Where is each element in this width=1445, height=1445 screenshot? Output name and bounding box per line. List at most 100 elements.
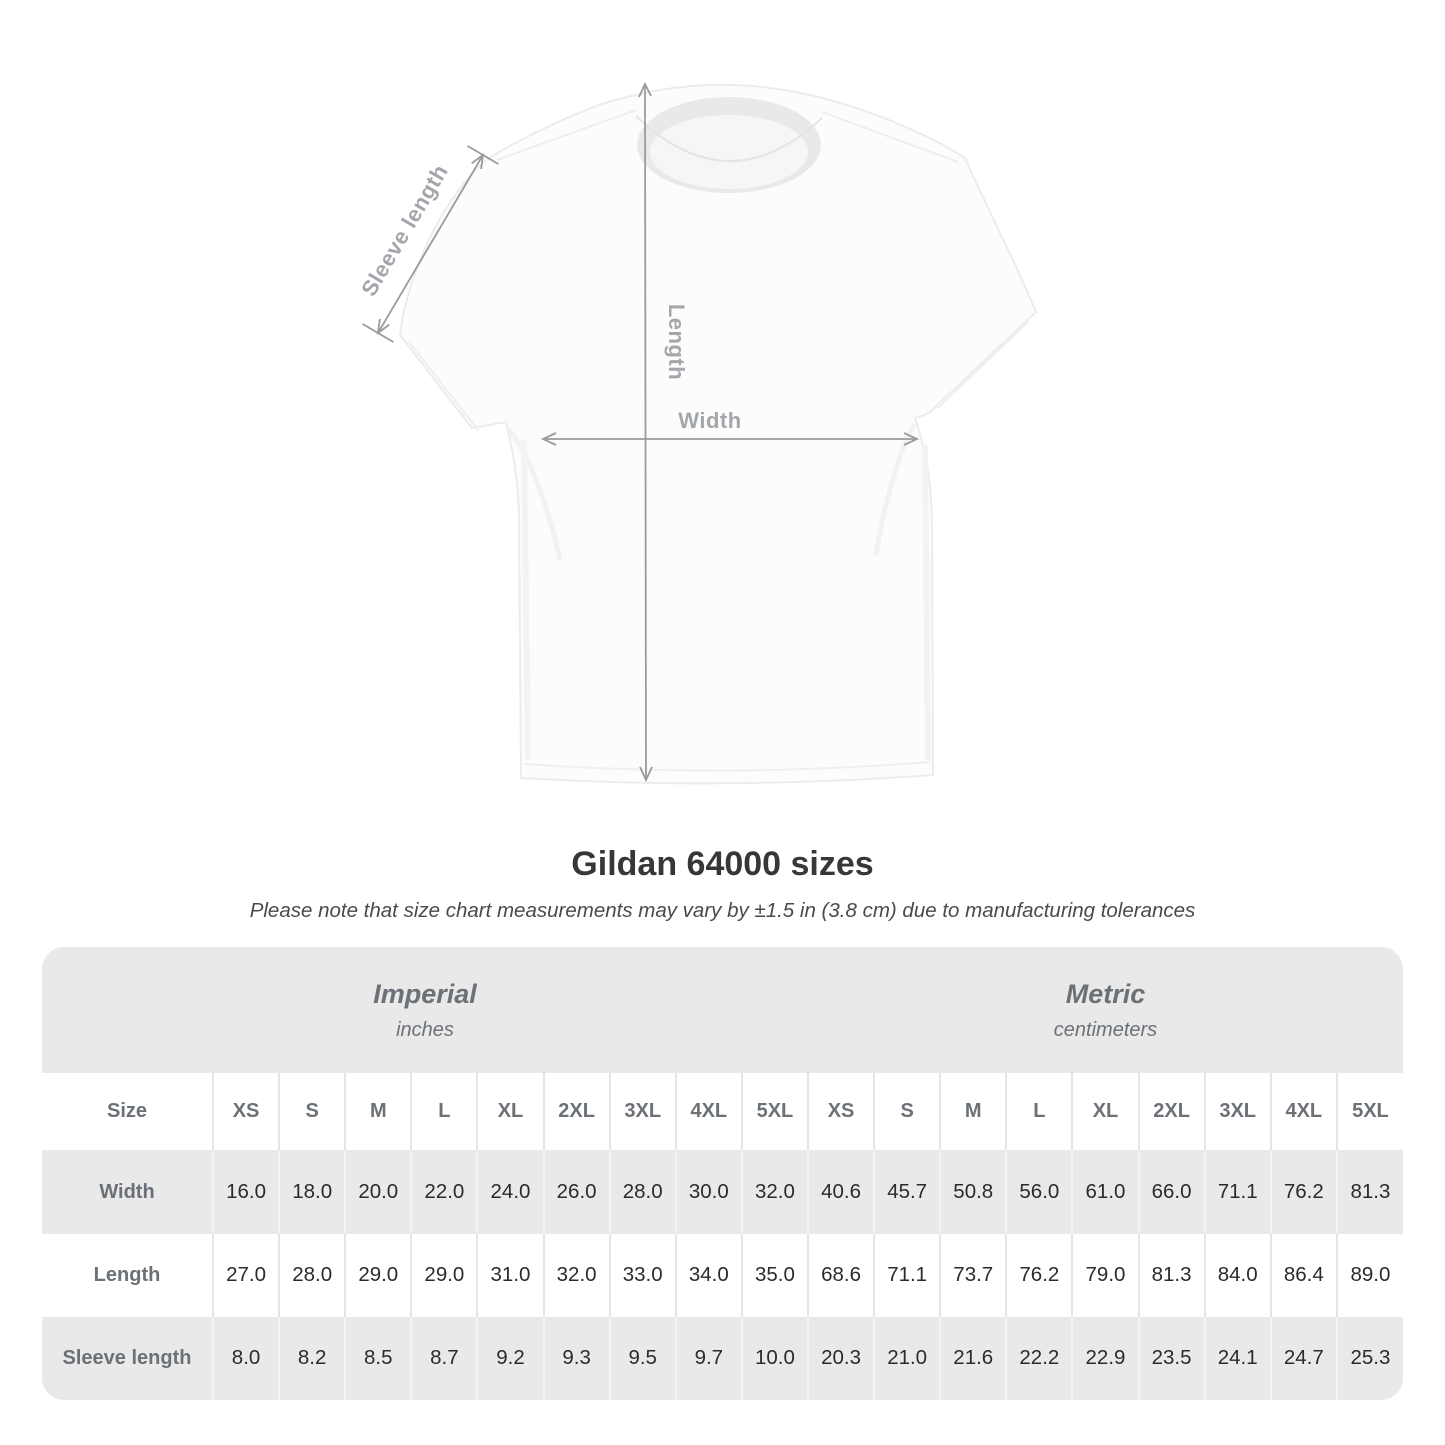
table-row: Width 16.0 18.0 20.0 22.0 24.0 26.0 28.0 30.0 32.…	[42, 1150, 1403, 1234]
size-column-header: XL	[476, 1073, 544, 1151]
value-cell: 84.0	[1203, 1233, 1271, 1317]
value-cell: 9.7	[674, 1316, 742, 1400]
size-column-header: 4XL	[1269, 1073, 1337, 1151]
value-cell: 24.1	[1203, 1316, 1271, 1400]
size-column-header: 2XL	[542, 1073, 610, 1151]
value-cell: 10.0	[740, 1316, 808, 1400]
size-column-header: 5XL	[1335, 1073, 1403, 1151]
length-arrowhead-bottom	[639, 766, 653, 783]
value-cell: 28.0	[608, 1150, 676, 1234]
value-cell: 35.0	[740, 1233, 808, 1317]
sleeve-end-tick-bottom	[362, 323, 394, 343]
value-cell: 76.2	[1269, 1150, 1337, 1234]
sleeve-arrow-line	[377, 154, 484, 334]
value-cell: 22.0	[410, 1150, 478, 1234]
value-cell: 40.6	[806, 1150, 875, 1234]
right-sleeve-hem	[937, 321, 1029, 409]
value-cell: 24.0	[476, 1150, 544, 1234]
bottom-hem-seam	[523, 761, 931, 772]
width-label: Width	[678, 408, 741, 433]
value-cell: 81.3	[1137, 1233, 1205, 1317]
value-cell: 32.0	[542, 1233, 610, 1317]
value-cell: 9.5	[608, 1316, 676, 1400]
collar-inner-back	[650, 115, 808, 189]
right-shoulder-seam	[821, 111, 959, 163]
value-cell: 81.3	[1335, 1150, 1403, 1234]
metric-header: Metric	[1065, 978, 1146, 1009]
metric-unit: centimeters	[1053, 1018, 1158, 1041]
left-side-shadow	[521, 439, 531, 761]
size-column-header: 2XL	[1137, 1073, 1205, 1151]
row-label: Length	[93, 1263, 161, 1286]
value-cell: 9.2	[476, 1316, 544, 1400]
size-column-header: L	[1005, 1073, 1073, 1151]
value-cell: 8.5	[344, 1316, 412, 1400]
right-side-shadow	[922, 444, 931, 761]
value-cell: 28.0	[278, 1233, 346, 1317]
value-cell: 73.7	[939, 1233, 1007, 1317]
size-column-header: S	[873, 1073, 941, 1151]
unit-group-header-row: Imperial inches Metric centimeters	[42, 947, 1403, 1074]
value-cell: 29.0	[344, 1233, 412, 1317]
value-cell: 21.6	[939, 1316, 1007, 1400]
value-cell: 8.2	[278, 1316, 346, 1400]
row-label: Width	[99, 1180, 155, 1203]
imperial-header-cell: Imperial inches	[42, 947, 808, 1074]
tshirt-body	[399, 83, 1037, 785]
row-label: Sleeve length	[62, 1346, 192, 1369]
size-column-label: Size	[106, 1100, 148, 1123]
value-cell: 89.0	[1335, 1233, 1403, 1317]
length-arrow-line	[644, 83, 647, 781]
size-column-header: S	[278, 1073, 346, 1151]
size-column-header: M	[939, 1073, 1007, 1151]
length-arrowhead-top	[638, 81, 652, 98]
value-cell: 31.0	[476, 1233, 544, 1317]
value-cell: 71.1	[1203, 1150, 1271, 1234]
tshirt-illustration	[399, 83, 1037, 785]
value-cell: 25.3	[1335, 1316, 1403, 1400]
size-column-header: L	[410, 1073, 478, 1151]
left-sleeve-hem	[408, 341, 479, 431]
value-cell: 45.7	[873, 1150, 941, 1234]
sleeve-arrowhead-bottom	[376, 318, 390, 335]
value-cell: 27.0	[211, 1233, 280, 1317]
value-cell: 24.7	[1269, 1316, 1337, 1400]
value-cell: 76.2	[1005, 1233, 1073, 1317]
value-cell: 33.0	[608, 1233, 676, 1317]
measurement-arrows	[362, 81, 920, 783]
value-cell: 29.0	[410, 1233, 478, 1317]
table-row: Sleeve length 8.0 8.2 8.5 8.7 9.2 9.3 9.5 9.7 10.…	[42, 1316, 1403, 1400]
value-cell: 21.0	[873, 1316, 941, 1400]
size-table: Imperial inches Metric centimeters Size …	[42, 947, 1403, 1400]
value-cell: 68.6	[806, 1233, 875, 1317]
value-cell: 61.0	[1071, 1150, 1139, 1234]
left-underarm-crease	[506, 426, 563, 561]
value-cell: 22.9	[1071, 1316, 1139, 1400]
size-column-header: M	[344, 1073, 412, 1151]
value-cell: 26.0	[542, 1150, 610, 1234]
size-header-row: Size XS S M L XL 2XL 3XL 4XL 5XL XS S M L XL 2XL 3XL 4XL…	[42, 1073, 1403, 1151]
value-cell: 8.0	[211, 1316, 280, 1400]
size-column-header: 3XL	[608, 1073, 676, 1151]
imperial-unit: inches	[396, 1018, 454, 1041]
size-table-grid: Imperial inches Metric centimeters Size …	[42, 947, 1403, 1400]
metric-header-cell: Metric centimeters	[807, 947, 1403, 1074]
left-shoulder-seam	[496, 109, 637, 161]
value-cell: 23.5	[1137, 1316, 1205, 1400]
value-cell: 22.2	[1005, 1316, 1073, 1400]
value-cell: 86.4	[1269, 1233, 1337, 1317]
size-column-header: XS	[806, 1073, 875, 1151]
value-cell: 66.0	[1137, 1150, 1205, 1234]
sleeve-end-tick-top	[467, 145, 499, 165]
imperial-header: Imperial	[373, 978, 477, 1009]
tolerance-note: Please note that size chart measurements…	[249, 899, 1196, 922]
width-arrowhead-right	[903, 432, 920, 446]
value-cell: 9.3	[542, 1316, 610, 1400]
value-cell: 8.7	[410, 1316, 478, 1400]
size-column-header: XS	[211, 1073, 280, 1151]
size-column-header: XL	[1071, 1073, 1139, 1151]
value-cell: 50.8	[939, 1150, 1007, 1234]
length-label: Length	[664, 304, 689, 380]
